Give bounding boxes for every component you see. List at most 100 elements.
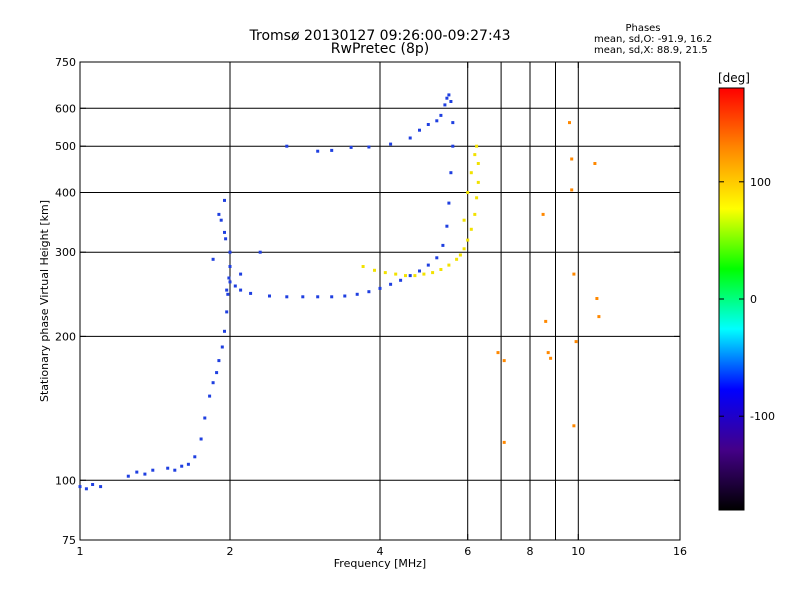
data-point (215, 371, 219, 375)
data-point (143, 472, 147, 476)
data-point (223, 230, 226, 234)
y-tick-label: 750 (55, 56, 76, 69)
data-point (228, 280, 232, 284)
data-point (217, 359, 221, 363)
x-tick-label: 1 (77, 545, 84, 558)
data-point (439, 113, 443, 117)
data-point (258, 250, 262, 254)
data-point (408, 274, 412, 278)
data-point (228, 265, 232, 268)
y-tick-label: 400 (55, 187, 76, 200)
data-point (455, 257, 459, 261)
data-point (224, 237, 228, 241)
data-point (228, 250, 232, 254)
data-points (78, 93, 601, 491)
data-point (84, 487, 88, 491)
data-point (476, 180, 480, 184)
data-point (570, 188, 574, 192)
data-point (449, 171, 453, 175)
data-point (301, 295, 305, 299)
data-point (316, 149, 320, 153)
data-point (225, 310, 229, 314)
data-point (186, 462, 190, 466)
data-point (199, 437, 203, 441)
data-point (458, 253, 462, 257)
data-point (595, 297, 599, 300)
data-point (193, 455, 197, 459)
data-point (572, 424, 576, 428)
data-point (285, 295, 289, 299)
colorbar: [deg] 100 0 -100 (718, 71, 775, 511)
x-tick-labels: 1 2 4 6 8 10 16 (77, 545, 688, 558)
data-point (180, 464, 184, 468)
data-point (496, 351, 500, 355)
data-point (219, 218, 223, 222)
data-point (473, 153, 477, 157)
phase-stats-o: mean, sd,O: -91.9, 16.2 (594, 34, 712, 45)
data-point (225, 288, 229, 292)
chart-title: Tromsø 20130127 09:26:00-09:27:43 (249, 28, 511, 44)
y-tick-label: 200 (55, 330, 76, 343)
data-point (361, 265, 365, 268)
data-point (426, 263, 430, 267)
data-point (173, 468, 177, 472)
data-point (447, 93, 451, 97)
data-point (135, 470, 139, 474)
data-point (418, 269, 421, 273)
colorbar-unit-label: [deg] (718, 71, 750, 85)
data-point (126, 474, 130, 478)
x-tick-label: 8 (527, 545, 534, 558)
data-point (570, 157, 574, 161)
data-point (593, 162, 597, 165)
data-point (389, 282, 393, 286)
data-point (349, 145, 353, 149)
data-point (203, 416, 207, 420)
data-point (549, 356, 553, 360)
data-point (330, 295, 334, 299)
data-point (502, 359, 506, 363)
data-point (208, 394, 212, 398)
data-point (249, 291, 253, 295)
phase-heading: Phases (625, 23, 660, 34)
y-tick-label: 500 (55, 140, 76, 153)
data-point (383, 271, 387, 275)
x-tick-label: 2 (227, 545, 234, 558)
data-point (475, 144, 479, 148)
chart-subtitle: RwPretec (8p) (331, 41, 429, 57)
x-tick-label: 10 (571, 545, 585, 558)
data-point (233, 284, 237, 288)
data-point (435, 256, 439, 260)
data-point (367, 290, 371, 294)
data-point (462, 218, 466, 222)
data-point (239, 272, 243, 276)
data-point (431, 271, 435, 275)
data-point (449, 100, 453, 103)
data-point (99, 485, 103, 489)
data-point (439, 268, 443, 271)
data-point (466, 191, 470, 194)
data-point (568, 121, 571, 125)
data-point (469, 227, 473, 231)
data-point (418, 128, 421, 132)
plot-area (78, 61, 681, 541)
x-tick-label: 16 (673, 545, 687, 558)
x-tick-label: 4 (377, 545, 384, 558)
data-point (541, 212, 545, 216)
data-point (399, 278, 403, 282)
data-point (367, 145, 371, 149)
data-point (285, 144, 289, 148)
x-tick-label: 6 (464, 545, 471, 558)
colorbar-tick-label: 0 (750, 293, 757, 306)
data-point (466, 238, 470, 242)
data-point (544, 319, 548, 323)
data-point (389, 142, 393, 146)
y-tick-labels: 75 100 200 300 400 500 600 750 (55, 56, 76, 547)
data-point (211, 257, 215, 261)
data-point (447, 201, 451, 205)
data-point (597, 315, 601, 319)
data-point (546, 351, 550, 355)
data-point (343, 294, 347, 298)
y-tick-label: 600 (55, 102, 76, 115)
data-point (227, 276, 231, 280)
